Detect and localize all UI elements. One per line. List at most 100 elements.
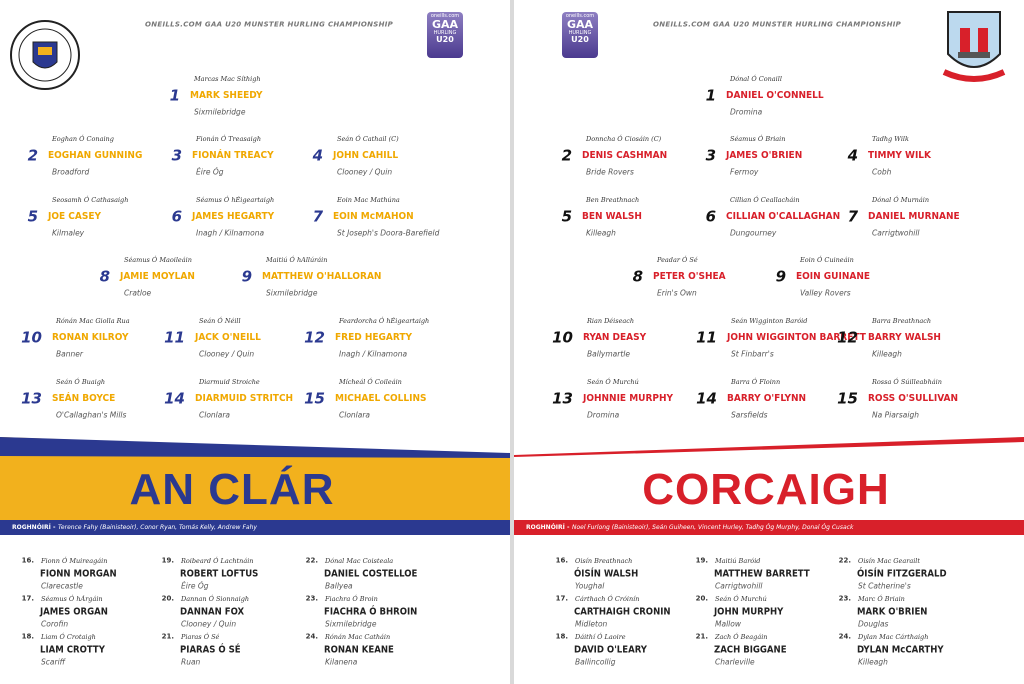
- player-name: BARRY WALSH: [868, 332, 941, 343]
- player-club: O'Callaghan's Mills: [56, 410, 127, 420]
- selectors-label: ROGHNÓIRÍ -: [12, 524, 56, 531]
- sub-name: DYLAN McCARTHY: [857, 644, 944, 656]
- player-irish-name: Barra Ó Floinn: [731, 377, 781, 386]
- player-irish-name: Marcas Mac Síthigh: [194, 74, 261, 83]
- player-club: St Finbarr's: [731, 349, 774, 359]
- player-number: 11: [164, 328, 185, 347]
- band-stripe: [514, 437, 1024, 457]
- sub-number: 19.: [161, 556, 174, 565]
- sub-number: 23.: [838, 594, 851, 603]
- logo-grade: U20: [436, 35, 454, 45]
- player-number: 12: [304, 328, 325, 347]
- sub-irish-name: Maitiú Baróid: [715, 556, 761, 565]
- player-number: 9: [241, 267, 252, 286]
- player-club: Clooney / Quin: [337, 167, 393, 177]
- band-stripe: [0, 437, 510, 458]
- county-crest: [942, 11, 1006, 82]
- player-name: DENIS CASHMAN: [582, 150, 668, 161]
- player-irish-name: Dónal Ó Conaill: [730, 74, 782, 83]
- player-number: 3: [705, 146, 716, 165]
- sub-club: Mallow: [715, 619, 741, 629]
- sub-name: FIONN MORGAN: [40, 568, 117, 580]
- sub-number: 20.: [161, 594, 174, 603]
- player-irish-name: Seán Ó Buaigh: [56, 377, 106, 386]
- sub-club: Carrigtwohill: [715, 581, 763, 591]
- player-name: EOIN McMAHON: [333, 211, 414, 222]
- player-number: 11: [696, 328, 717, 347]
- header-title: ONEILLS.COM GAA U20 MUNSTER HURLING CHAM…: [145, 20, 394, 29]
- player-irish-name: Barra Breathnach: [872, 316, 932, 325]
- sub-irish-name: Marc Ó Briain: [858, 594, 905, 603]
- sub-name: DANNAN FOX: [180, 606, 245, 618]
- player-irish-name: Diarmuid Stroiche: [199, 377, 260, 386]
- sub-name: JAMES ORGAN: [40, 606, 108, 618]
- player-name: BEN WALSH: [582, 211, 642, 222]
- player-number: 13: [552, 389, 573, 408]
- sub-number: 20.: [695, 594, 708, 603]
- logo-gaa: GAA: [431, 18, 459, 32]
- player-club: Inagh / Kilnamona: [196, 228, 265, 238]
- player-name: JOHN WIGGINTON BARRETT: [727, 332, 866, 343]
- sub-name: DAVID O'LEARY: [574, 644, 647, 656]
- player-number: 5: [561, 207, 572, 226]
- player-irish-name: Ben Breathnach: [586, 195, 640, 204]
- sub-number: 16.: [555, 556, 568, 565]
- player-name: RONAN KILROY: [52, 332, 129, 343]
- sub-irish-name: Cárthach Ó Cróinín: [575, 594, 640, 603]
- player-name: JAMIE MOYLAN: [120, 271, 195, 282]
- sub-irish-name: Fiachra Ó Broin: [325, 594, 378, 603]
- player-club: Carrigtwohill: [872, 228, 920, 238]
- player-club: St Joseph's Doora-Barefield: [337, 228, 440, 238]
- player-name: MARK SHEEDY: [190, 90, 263, 101]
- sub-number: 21.: [695, 632, 708, 641]
- sub-number: 24.: [838, 632, 851, 641]
- player-irish-name: Cillian Ó Ceallacháin: [730, 195, 800, 204]
- player-club: Sarsfields: [731, 410, 768, 420]
- sub-irish-name: Dáithí Ó Laoire: [575, 632, 626, 641]
- sub-number: 16.: [21, 556, 34, 565]
- sub-number: 18.: [21, 632, 34, 641]
- player-club: Cobh: [872, 167, 892, 177]
- player-name: DANIEL MURNANE: [868, 211, 960, 222]
- player-number: 6: [171, 207, 182, 226]
- player-number: 15: [304, 389, 325, 408]
- sub-name: MATTHEW BARRETT: [714, 568, 810, 580]
- sub-club: Scariff: [41, 657, 66, 667]
- team-band: [0, 437, 510, 520]
- logo-grade: U20: [571, 35, 589, 45]
- sub-name: CARTHAIGH CRONIN: [574, 606, 671, 618]
- player-name: FRED HEGARTY: [335, 332, 412, 343]
- player-irish-name: Eoghan Ó Conaing: [52, 134, 114, 143]
- player-irish-name: Fionán Ó Treasaigh: [196, 134, 262, 143]
- player-name: TIMMY WILK: [868, 150, 932, 161]
- sub-irish-name: Zach Ó Beagáin: [715, 632, 768, 641]
- sub-club: Ruan: [181, 657, 201, 667]
- sub-club: Sixmilebridge: [325, 619, 377, 629]
- player-club: Dromina: [730, 107, 763, 117]
- sub-number: 23.: [305, 594, 318, 603]
- player-irish-name: Rossa Ó Súilleabháin: [872, 377, 942, 386]
- player-club: Kilmaley: [52, 228, 85, 238]
- sub-name: DANIEL COSTELLOE: [324, 568, 418, 580]
- player-irish-name: Rian Déiseach: [587, 316, 635, 325]
- sub-club: St Catherine's: [858, 581, 911, 591]
- player-club: Ballymartle: [587, 349, 630, 359]
- player-number: 8: [632, 267, 643, 286]
- player-club: Clonlara: [199, 410, 231, 420]
- sub-irish-name: Oisín Mac Gearailt: [858, 556, 920, 565]
- sub-club: Youghal: [575, 581, 605, 591]
- header-title: ONEILLS.COM GAA U20 MUNSTER HURLING CHAM…: [653, 20, 902, 29]
- logo-brand: oneills.com: [565, 13, 595, 19]
- player-name: JOE CASEY: [48, 211, 101, 222]
- player-club: Na Piarsaigh: [872, 410, 919, 420]
- player-irish-name: Donncha Ó Ciosáin (C): [586, 134, 662, 143]
- player-club: Killeagh: [586, 228, 616, 238]
- sub-club: Ballyea: [325, 581, 353, 591]
- player-name: CILLIAN O'CALLAGHAN: [726, 211, 841, 222]
- player-number: 4: [847, 146, 858, 165]
- sub-club: Douglas: [858, 619, 889, 629]
- county-crest: [10, 20, 80, 90]
- sub-club: Killeagh: [858, 657, 888, 667]
- player-number: 2: [27, 146, 38, 165]
- player-club: Clonlara: [339, 410, 371, 420]
